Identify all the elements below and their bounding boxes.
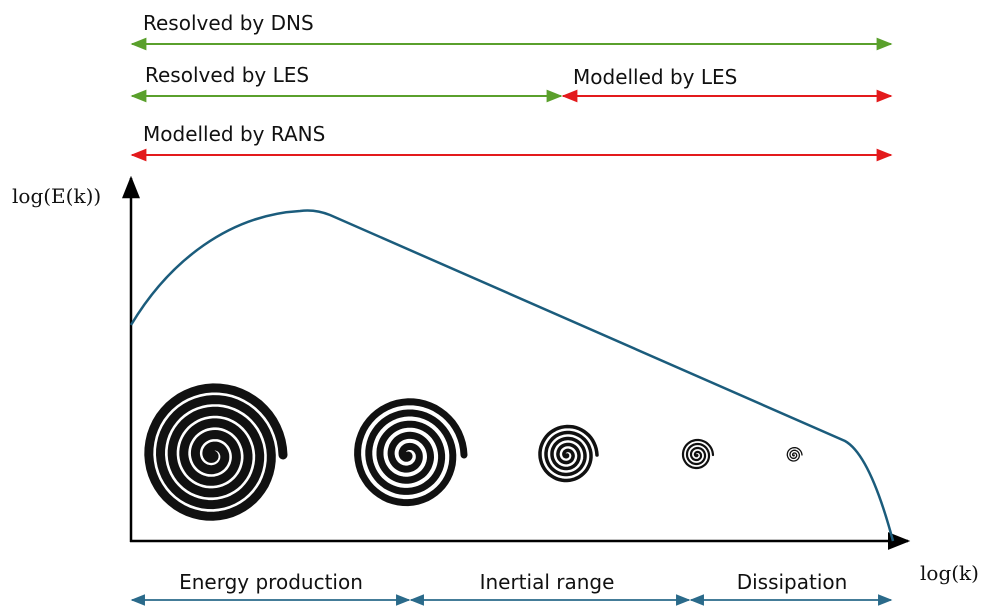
x-axis-label: log(k) (920, 561, 979, 585)
eddy-spiral (786, 447, 803, 462)
eddy-spiral (538, 424, 599, 483)
y-axis-label: log(E(k)) (12, 184, 101, 208)
eddy-spiral (681, 438, 715, 470)
eddy-spiral (354, 398, 468, 507)
range-label: Inertial range (480, 570, 615, 594)
range-label: Dissipation (737, 570, 848, 594)
eddy-spirals (144, 383, 803, 521)
range-label: Energy production (179, 570, 363, 594)
dns-label: Resolved by DNS (143, 11, 314, 35)
rans-label: Modelled by RANS (143, 122, 325, 146)
energy-spectrum-curve (129, 209, 895, 542)
les-resolved-label: Resolved by LES (145, 63, 309, 87)
eddy-spiral (144, 383, 288, 521)
les-modelled-label: Modelled by LES (573, 65, 737, 89)
